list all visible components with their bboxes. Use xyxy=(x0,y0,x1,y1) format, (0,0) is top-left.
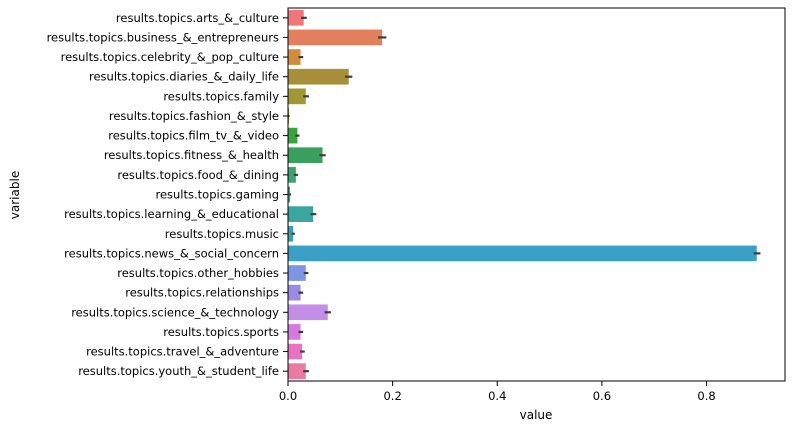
y-tick-label: results.topics.arts_&_culture xyxy=(116,11,279,25)
bar xyxy=(288,88,306,105)
bars-group xyxy=(288,9,757,380)
x-tick-label: 0.0 xyxy=(279,389,297,403)
plot-frame xyxy=(287,7,786,382)
y-tick-label: results.topics.business_&_entrepreneurs xyxy=(47,30,279,44)
y-tick-label: results.topics.film_tv_&_video xyxy=(108,129,279,143)
y-tick-label: results.topics.fitness_&_health xyxy=(104,148,279,162)
y-tick-label: results.topics.travel_&_adventure xyxy=(86,345,279,359)
y-tick-label: results.topics.sports xyxy=(163,325,279,339)
bar xyxy=(288,265,306,281)
y-tick-label: results.topics.food_&_dining xyxy=(117,168,279,182)
y-tick-label: results.topics.news_&_social_concern xyxy=(64,246,279,260)
y-tick-label: results.topics.gaming xyxy=(155,188,279,202)
x-tick-label: 0.4 xyxy=(488,389,506,403)
bar xyxy=(288,147,323,164)
bar xyxy=(288,324,301,340)
bar xyxy=(288,29,383,46)
error-bars-group xyxy=(288,16,761,373)
y-tick-label: results.topics.relationships xyxy=(125,286,279,300)
y-tick-label: results.topics.celebrity_&_pop_culture xyxy=(61,50,279,64)
bar xyxy=(288,68,349,85)
y-tick-label: results.topics.youth_&_student_life xyxy=(78,364,279,378)
y-tick-label: results.topics.science_&_technology xyxy=(71,305,279,319)
y-axis: results.topics.arts_&_culture results.top… xyxy=(47,11,288,378)
x-axis: 0.0 0.2 0.4 0.6 0.8 xyxy=(279,381,716,403)
x-tick-label: 0.8 xyxy=(697,389,715,403)
y-tick-label: results.topics.learning_&_educational xyxy=(64,207,279,221)
y-tick-label: results.topics.other_hobbies xyxy=(117,266,279,280)
y-tick-label: results.topics.fashion_&_style xyxy=(109,109,279,123)
bar xyxy=(288,245,757,262)
bar xyxy=(288,49,301,65)
bar xyxy=(288,206,314,222)
bar xyxy=(288,304,328,321)
bar xyxy=(288,363,306,380)
bar xyxy=(288,225,294,242)
y-tick-label: results.topics.diaries_&_daily_life xyxy=(89,70,279,84)
y-tick-label: results.topics.family xyxy=(163,89,279,103)
bar xyxy=(288,284,301,301)
bar xyxy=(288,167,296,183)
x-axis-label: value xyxy=(520,408,553,422)
bar xyxy=(288,9,304,26)
y-axis-label: variable xyxy=(8,171,22,219)
bar xyxy=(288,127,298,144)
x-tick-label: 0.6 xyxy=(593,389,611,403)
bar xyxy=(288,343,303,360)
x-tick-label: 0.2 xyxy=(383,389,401,403)
y-tick-label: results.topics.music xyxy=(165,227,279,241)
